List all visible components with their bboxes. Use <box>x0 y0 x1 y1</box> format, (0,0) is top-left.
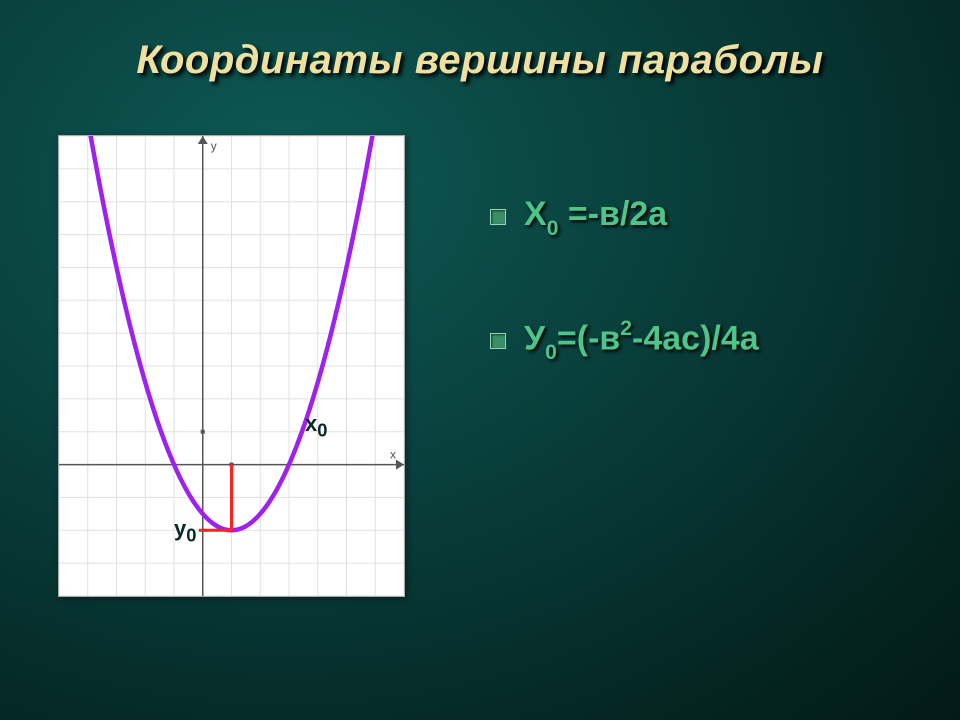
chart-svg: yx <box>59 136 404 596</box>
svg-text:y: y <box>211 139 217 153</box>
formula-x0-sub: 0 <box>547 217 559 240</box>
formula-x0-row: Х0 =-в/2а <box>490 195 759 239</box>
y0-annotation: у0 <box>174 516 196 546</box>
svg-text:x: x <box>390 448 396 462</box>
slide: Координаты вершины параболы yx х0 у0 Х0 … <box>0 0 960 720</box>
formula-y0-sub: 0 <box>545 341 557 364</box>
y0-annot-sub: 0 <box>186 524 196 545</box>
formula-y0-sup: 2 <box>620 317 632 340</box>
x0-annot-sub: 0 <box>317 419 327 440</box>
page-title: Координаты вершины параболы <box>0 38 960 83</box>
formula-list: Х0 =-в/2а У0=(-в2-4ас)/4а <box>490 195 759 443</box>
y0-annot-text: у <box>174 516 186 541</box>
formula-y0: У0=(-в2-4ас)/4а <box>524 319 759 363</box>
formula-x0-var: Х <box>524 195 547 233</box>
x0-annot-text: х <box>305 411 317 436</box>
formula-y0-row: У0=(-в2-4ас)/4а <box>490 319 759 363</box>
formula-y0-rhs: =(-в <box>557 319 620 357</box>
x0-annotation: х0 <box>305 411 327 441</box>
formula-y0-var: У <box>524 319 545 357</box>
formula-x0-rhs: =-в/2а <box>558 195 667 233</box>
formula-y0-tail: -4ас)/4а <box>632 319 759 357</box>
bullet-icon <box>490 209 506 225</box>
parabola-chart: yx х0 у0 <box>58 135 405 597</box>
bullet-icon <box>490 333 506 349</box>
formula-x0: Х0 =-в/2а <box>524 195 667 239</box>
